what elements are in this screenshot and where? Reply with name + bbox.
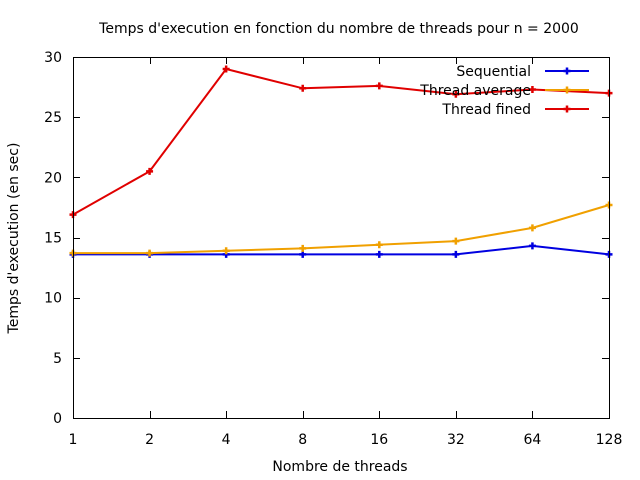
legend-label-thread-average: Thread average [419,83,531,99]
data-point-thread-average [299,244,307,252]
data-point-thread-fined [146,167,154,175]
legend: Sequential Thread average Thread fined [419,64,589,118]
plot-area [69,65,613,258]
series-line-thread-average [73,204,610,255]
data-point-thread-average [528,224,536,232]
x-tick-label: 128 [596,432,623,448]
x-tick-label: 64 [524,432,542,448]
data-point-thread-fined [375,82,383,90]
data-point-thread-average [222,247,230,255]
data-point-thread-average [452,237,460,245]
y-tick-label: 15 [44,231,62,247]
x-axis: 1 2 4 8 16 32 64 128 [69,57,623,448]
data-point-thread-fined [452,90,460,98]
series-line-sequential [73,244,610,256]
y-tick-label: 20 [44,170,62,186]
data-point-thread-fined [528,85,536,93]
x-tick-label: 4 [222,432,231,448]
data-point-sequential [452,250,460,258]
y-tick-label: 25 [44,110,62,126]
y-tick-label: 30 [44,50,62,66]
data-point-sequential [375,250,383,258]
y-axis-label: Temps d'execution (en sec) [6,143,22,335]
data-point-sequential [528,242,536,250]
y-tick-label: 5 [53,351,62,367]
y-axis: 0 5 10 15 20 25 30 [44,50,609,427]
legend-marker-thread-average [563,86,571,94]
series-line-thread-fined [72,67,610,216]
legend-marker-thread-fined [563,105,571,113]
data-point-thread-fined [299,84,307,92]
chart-title: Temps d'execution en fonction du nombre … [98,21,579,37]
data-point-thread-fined [222,65,230,73]
y-tick-label: 10 [44,291,62,307]
y-tick-label: 0 [53,411,62,427]
x-tick-label: 1 [69,432,78,448]
x-tick-label: 8 [298,432,307,448]
x-tick-label: 2 [145,432,154,448]
legend-label-thread-fined: Thread fined [441,102,531,118]
legend-marker-sequential [563,67,571,75]
x-tick-label: 16 [370,432,388,448]
data-point-thread-average [375,241,383,249]
x-axis-label: Nombre de threads [272,459,407,475]
x-tick-label: 32 [447,432,465,448]
data-point-sequential [299,250,307,258]
legend-label-sequential: Sequential [456,64,531,80]
data-point-thread-average [146,249,154,257]
